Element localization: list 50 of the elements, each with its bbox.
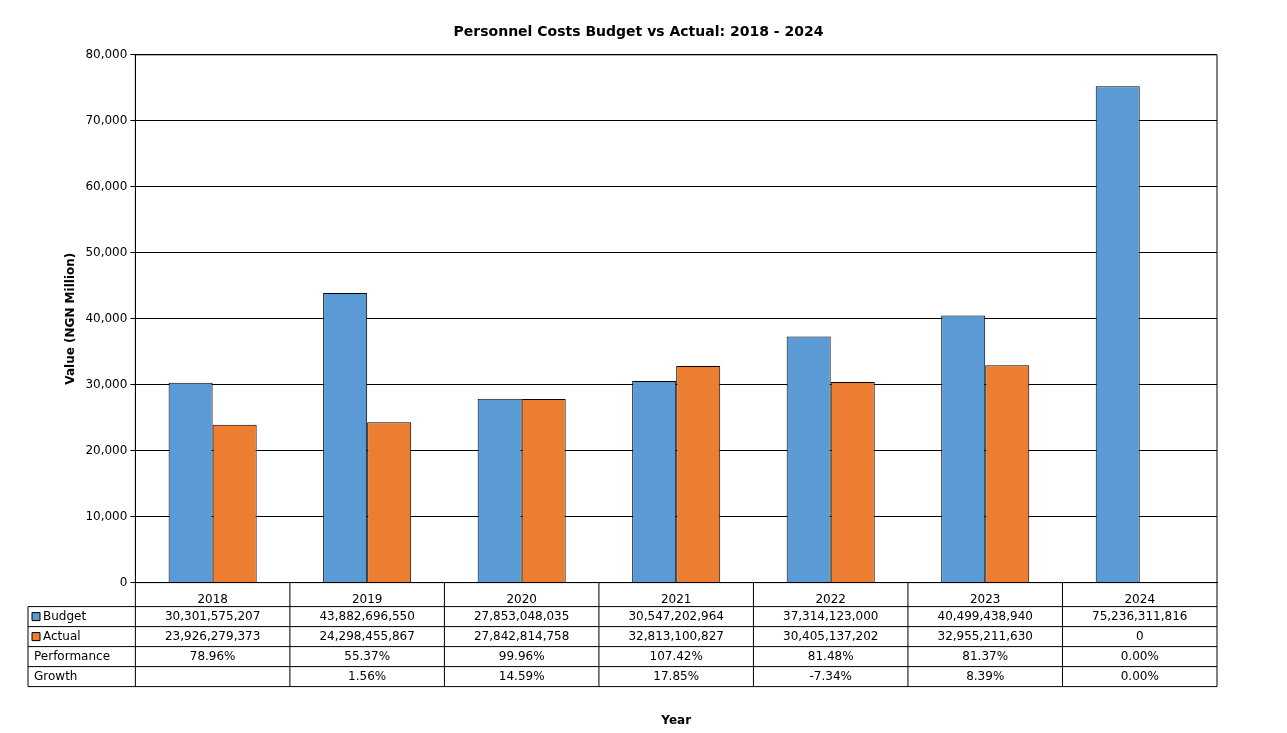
y-tick-label: 80,000 (85, 46, 128, 61)
text: 0.00% (1120, 668, 1159, 683)
text: 8.39% (966, 668, 1005, 683)
text: 27,853,048,035 (473, 608, 570, 623)
x-tick-label: 2023 (969, 591, 1001, 606)
text: Year (660, 712, 692, 727)
y-tick-label: 30,000 (85, 376, 128, 391)
text: 32,955,211,630 (937, 628, 1033, 643)
text: 0 (1135, 628, 1144, 643)
text: 78.96% (189, 648, 236, 663)
text: 30,547,202,964 (628, 608, 724, 623)
text: 37,314,123,000 (782, 608, 879, 623)
y-tick-label: 70,000 (85, 112, 128, 127)
text: Growth (34, 668, 78, 683)
text: 27,842,814,758 (473, 628, 570, 643)
text: 24,298,455,867 (319, 628, 415, 643)
y-tick-label: 0 (119, 574, 128, 589)
text: 14.59% (498, 668, 545, 683)
x-tick-label: 2024 (1124, 591, 1156, 606)
y-tick-label: 20,000 (85, 442, 128, 457)
text: 30,405,137,202 (782, 628, 879, 643)
chart-title: Personnel Costs Budget vs Actual: 2018 - 2024 (453, 23, 824, 40)
text: 75,236,311,816 (1092, 608, 1188, 623)
x-tick-label: 2018 (197, 591, 228, 606)
text: 81.37% (962, 648, 1009, 663)
text: 0.00% (1120, 648, 1159, 663)
text: 17.85% (653, 668, 700, 683)
y-axis-title: Value (NGN Million) (63, 252, 78, 385)
x-tick-label: 2021 (660, 591, 692, 606)
text: 30,301,575,207 (164, 608, 261, 623)
y-tick-label: 50,000 (85, 244, 128, 259)
text: 43,882,696,550 (319, 608, 415, 623)
y-tick-label: 60,000 (85, 178, 128, 193)
text: 99.96% (498, 648, 545, 663)
legend-label: Budget (43, 608, 87, 623)
text: 23,926,279,373 (164, 628, 261, 643)
x-tick-label: 2022 (815, 591, 846, 606)
text: -7.34% (809, 668, 852, 683)
y-tick-label: 40,000 (85, 310, 128, 325)
text: 81.48% (807, 648, 854, 663)
legend-label: Actual (43, 628, 81, 643)
y-tick-label: 10,000 (85, 508, 128, 523)
text: 32,813,100,827 (628, 628, 724, 643)
text: 107.42% (649, 648, 703, 663)
text: 55.37% (344, 648, 391, 663)
text: 40,499,438,940 (937, 608, 1033, 623)
text: 1.56% (348, 668, 387, 683)
x-tick-label: 2019 (351, 591, 383, 606)
x-tick-label: 2020 (506, 591, 537, 606)
text: Performance (34, 648, 111, 663)
